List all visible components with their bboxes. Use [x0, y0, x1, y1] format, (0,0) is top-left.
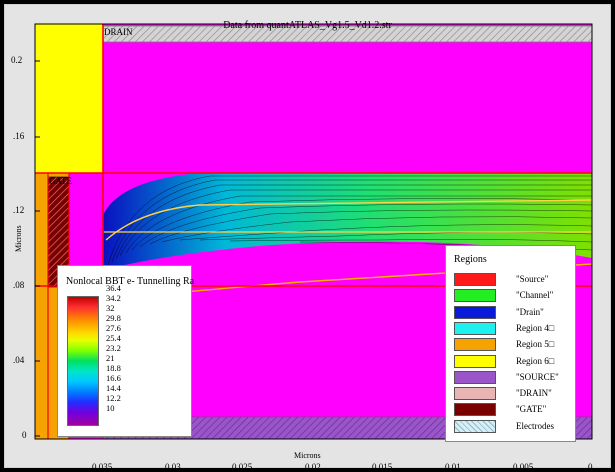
region-label: "Source" — [516, 274, 549, 284]
region-label: Electrodes — [516, 420, 554, 431]
region-legend-row: Electrodes — [454, 419, 572, 434]
colorbar-value: 36.4 — [106, 283, 121, 293]
region-label: "DRAIN" — [516, 388, 552, 399]
region-swatch — [454, 403, 496, 417]
region-legend-row: "Channel" — [454, 288, 572, 303]
region-legend-row: "DRAIN" — [454, 386, 572, 401]
plot-title: Data from quantATLAS_Vg1.5_Vd1.2.str — [223, 20, 392, 31]
colorbar-value: 10 — [106, 403, 115, 413]
region-swatch — [454, 354, 496, 368]
region-legend-row: "Drain" — [454, 305, 572, 320]
region-legend-row: "SOURCE" — [454, 370, 572, 385]
y-tick-label: 0 — [22, 430, 27, 440]
region-label: Region 4□ — [516, 322, 555, 333]
y-tick-label: .08 — [13, 280, 25, 290]
region-legend-row: "GATE" — [454, 402, 572, 417]
x-tick-label: 0.035 — [92, 462, 113, 472]
colorbar-value: 16.6 — [106, 373, 121, 383]
x-tick-label: 0.01 — [445, 462, 461, 472]
colorbar-value: 14.4 — [106, 383, 121, 393]
y-tick-label: .16 — [13, 131, 25, 141]
tunnelling-contours — [103, 173, 592, 270]
colorbar-value: 34.2 — [106, 293, 121, 303]
y-tick-label: .04 — [13, 355, 25, 365]
colorbar-value: 21 — [106, 353, 115, 363]
colorbar-value: 25.4 — [106, 333, 121, 343]
region-label: Region 6□ — [516, 355, 555, 366]
y-tick-label: .12 — [13, 205, 25, 215]
regions-legend[interactable]: Regions "Source" "Channel" "Drain" Region 4… — [445, 245, 576, 442]
x-tick-label: 0.03 — [165, 462, 181, 472]
region-swatch — [454, 321, 496, 335]
y-axis-label: Microns — [14, 225, 23, 252]
junction-line — [105, 199, 593, 241]
region-label: "Channel" — [516, 290, 554, 301]
region-label: Region 5□ — [516, 339, 555, 350]
colorbar-swatch — [67, 296, 99, 426]
regions-legend-title: Regions — [454, 254, 487, 265]
region-swatch — [454, 370, 496, 384]
region-swatch — [454, 419, 496, 433]
colorbar-value: 12.2 — [106, 393, 121, 403]
gate-label: GATE — [49, 176, 72, 186]
region-label: "GATE" — [516, 404, 547, 415]
region-swatch — [454, 387, 496, 401]
region-legend-row: "Source" — [454, 272, 572, 287]
colorbar-legend[interactable]: Nonlocal BBT e- Tunnelling Ra 36.4 34.2 … — [57, 265, 195, 437]
x-tick-label: 0.005 — [513, 462, 534, 472]
x-tick-label: 0.02 — [305, 462, 321, 472]
colorbar-value: 18.8 — [106, 363, 121, 373]
source-region — [35, 24, 103, 173]
y-tick-label: 0.2 — [11, 55, 23, 65]
colorbar-value: 29.8 — [106, 313, 121, 323]
colorbar-value: 27.6 — [106, 323, 121, 333]
region-legend-row: Region 5□ — [454, 337, 572, 352]
region-swatch — [454, 289, 496, 303]
region-swatch — [454, 305, 496, 319]
x-tick-label: 0.015 — [372, 462, 393, 472]
x-tick-label: 0.025 — [232, 462, 253, 472]
region-label: "Drain" — [516, 306, 544, 317]
colorbar-title: Nonlocal BBT e- Tunnelling Ra — [66, 276, 195, 287]
x-axis-label: Microns — [294, 451, 321, 460]
region-legend-row: Region 6□ — [454, 354, 572, 369]
region-swatch — [454, 338, 496, 352]
colorbar-value: 23.2 — [106, 343, 121, 353]
region-legend-row: Region 4□ — [454, 321, 572, 336]
drain-label: DRAIN — [104, 27, 133, 37]
region-label: "SOURCE" — [516, 371, 559, 382]
colorbar-value: 32 — [106, 303, 115, 313]
region-swatch — [454, 273, 496, 286]
x-tick-label: 0 — [588, 462, 593, 472]
